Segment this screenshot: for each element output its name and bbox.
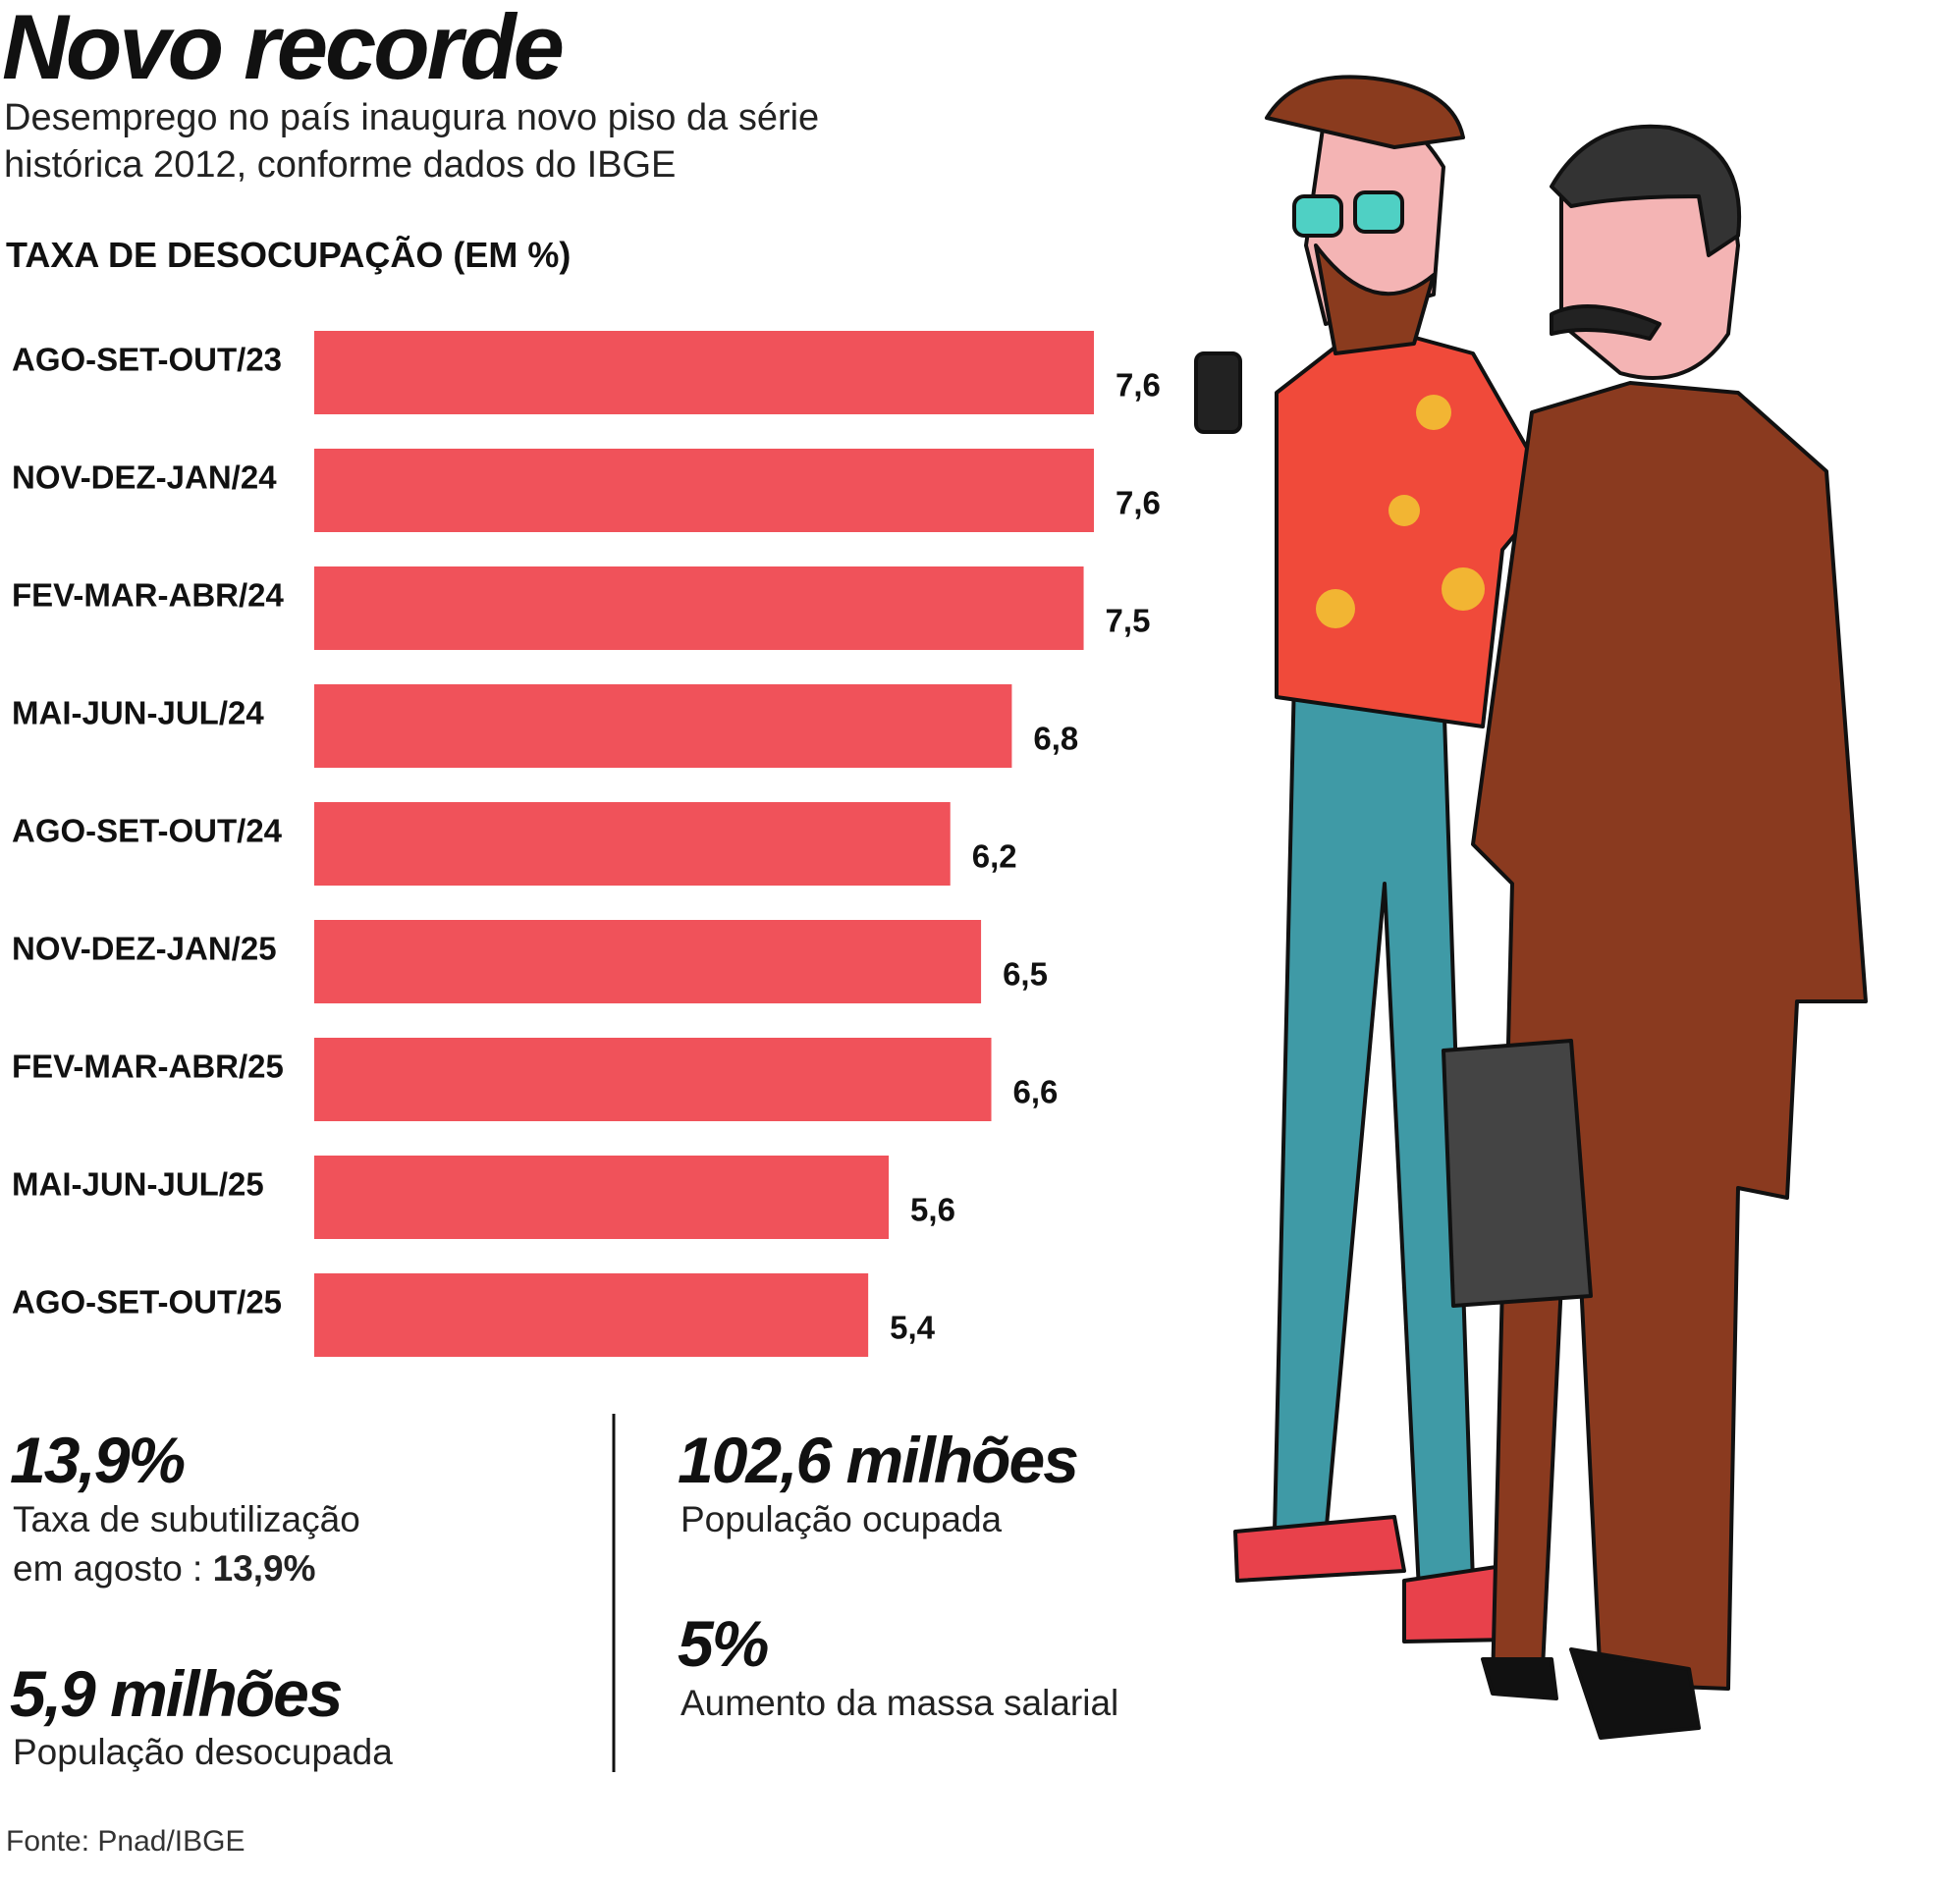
stat-note-text: em agosto : — [13, 1548, 202, 1589]
bar — [314, 1156, 890, 1239]
subtitle: histórica 2012, conforme dados do IBGE — [4, 144, 676, 186]
stat-label: Taxa de subutilização — [13, 1499, 360, 1539]
value-label: 6,6 — [1013, 1074, 1059, 1110]
bar — [314, 449, 1094, 532]
source: Fonte: Pnad/IBGE — [6, 1825, 245, 1858]
bar — [314, 1273, 869, 1357]
bar — [314, 684, 1012, 768]
stat-value: 5% — [678, 1607, 768, 1680]
stat-value: 102,6 milhões — [678, 1424, 1077, 1496]
stat-label: Aumento da massa salarial — [681, 1683, 1118, 1723]
category-label: AGO-SET-OUT/24 — [12, 813, 283, 849]
bar — [314, 566, 1084, 650]
category-label: AGO-SET-OUT/23 — [12, 342, 282, 378]
category-label: AGO-SET-OUT/25 — [12, 1284, 282, 1320]
bar — [314, 802, 951, 886]
illustration — [1194, 75, 1868, 1740]
subtitle: Desemprego no país inaugura novo piso da… — [4, 97, 819, 138]
category-label: FEV-MAR-ABR/24 — [12, 577, 285, 614]
value-label: 6,8 — [1033, 721, 1078, 757]
axis-title: TAXA DE DESOCUPAÇÃO (EM %) — [6, 234, 571, 275]
value-label: 5,4 — [890, 1310, 936, 1346]
value-label: 6,2 — [972, 838, 1017, 875]
bar — [314, 331, 1094, 414]
title: Novo recorde — [2, 0, 563, 98]
stat-label: População ocupada — [681, 1499, 1003, 1539]
bar — [314, 920, 982, 1003]
value-label: 7,6 — [1116, 367, 1161, 404]
stat-value: 5,9 milhões — [10, 1657, 342, 1730]
category-label: FEV-MAR-ABR/25 — [12, 1049, 284, 1085]
value-label: 5,6 — [910, 1192, 955, 1228]
value-label: 6,5 — [1003, 956, 1048, 993]
value-label: 7,5 — [1106, 603, 1151, 639]
stat-value: 13,9% — [10, 1424, 184, 1496]
stat-label: População desocupada — [13, 1732, 393, 1772]
value-label: 7,6 — [1116, 485, 1161, 521]
category-label: NOV-DEZ-JAN/25 — [12, 931, 277, 967]
bar — [314, 1038, 992, 1121]
stat-note: em agosto : 13,9% — [13, 1548, 316, 1589]
category-label: MAI-JUN-JUL/25 — [12, 1166, 264, 1203]
category-label: NOV-DEZ-JAN/24 — [12, 459, 277, 496]
category-label: MAI-JUN-JUL/24 — [12, 695, 264, 731]
stat-note-value: 13,9% — [213, 1548, 316, 1589]
